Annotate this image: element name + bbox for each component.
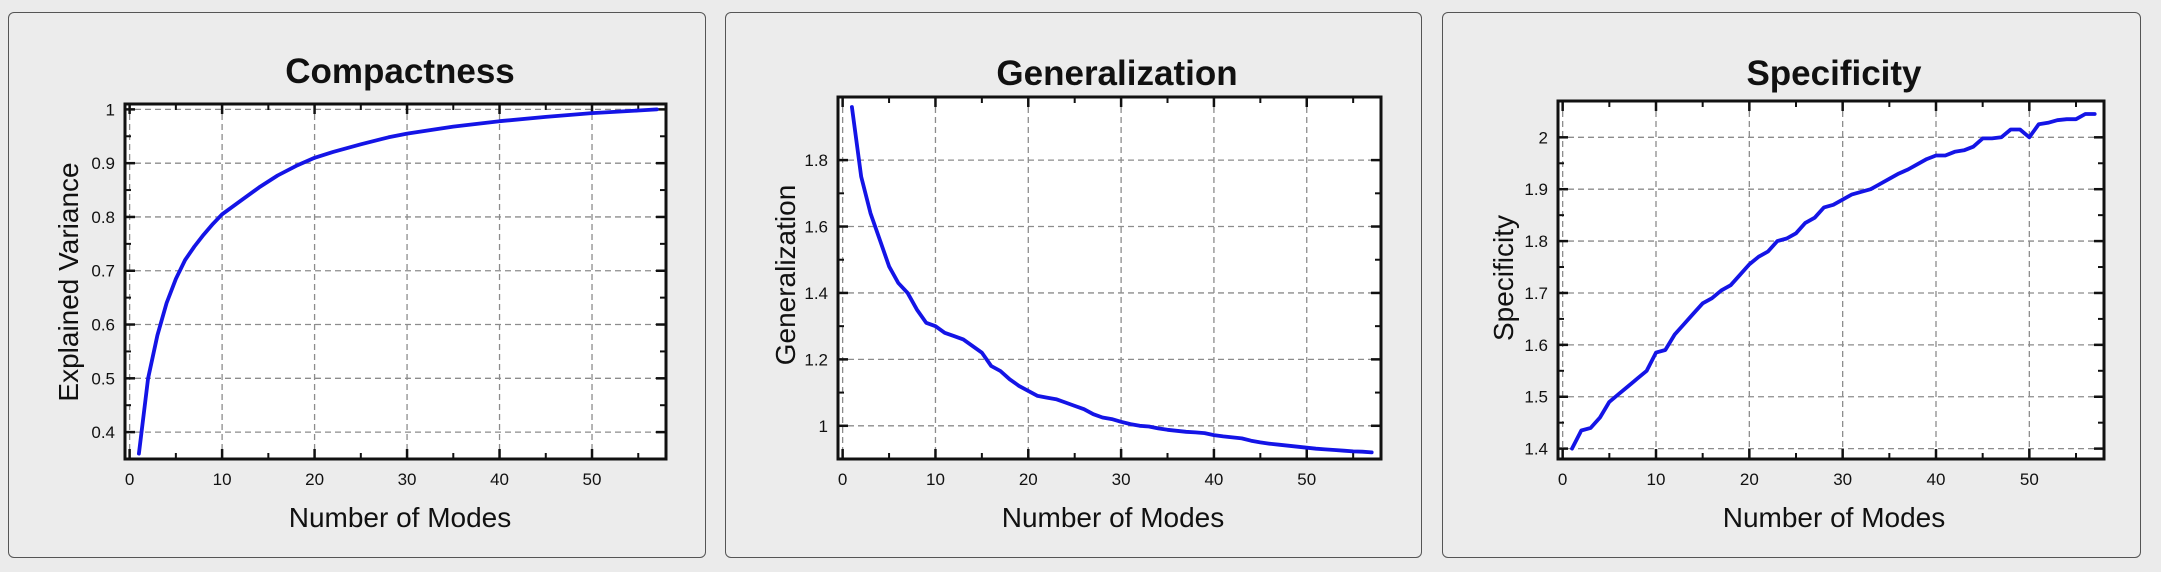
x-tick-label: 10 — [213, 470, 232, 489]
grid-lines — [1558, 101, 2104, 459]
y-axis-label: Generalization — [770, 185, 801, 366]
x-axis-label: Number of Modes — [1002, 502, 1225, 533]
series-line — [1570, 112, 2097, 451]
axis-ticks: 0 10 20 30 40 50 0.4 0.5 0.6 0.7 0.8 0.9 1 — [91, 100, 666, 489]
y-tick-label: 0.8 — [91, 208, 115, 227]
y-tick-label: 1.8 — [1524, 232, 1548, 251]
x-tick-label: 50 — [1297, 470, 1316, 489]
y-tick-label: 1 — [819, 417, 828, 436]
plot-area — [1558, 101, 2104, 459]
x-tick-label: 10 — [926, 470, 945, 489]
y-tick-label: 1.2 — [804, 350, 828, 369]
y-tick-label: 1.4 — [804, 284, 828, 303]
grid-lines — [838, 97, 1381, 459]
x-tick-label: 30 — [398, 470, 417, 489]
series-line — [136, 107, 659, 456]
x-tick-label: 40 — [1204, 470, 1223, 489]
series-group — [136, 107, 659, 456]
plot-frame — [1556, 99, 2106, 461]
y-tick-label: 1.9 — [1524, 180, 1548, 199]
y-tick-label: 1 — [106, 100, 115, 119]
y-tick-label: 0.5 — [91, 369, 115, 388]
series-line — [850, 105, 1374, 455]
y-tick-label: 1.6 — [804, 218, 828, 237]
y-tick-label: 1.4 — [1524, 440, 1548, 459]
x-tick-label: 0 — [1558, 470, 1567, 489]
x-tick-label: 40 — [1927, 470, 1946, 489]
y-tick-label: 1.8 — [804, 151, 828, 170]
y-tick-label: 0.6 — [91, 316, 115, 335]
plot-frame — [836, 95, 1383, 461]
series-group — [1570, 112, 2097, 451]
x-axis-label: Number of Modes — [1723, 502, 1946, 533]
y-tick-label: 1.6 — [1524, 336, 1548, 355]
x-tick-label: 50 — [583, 470, 602, 489]
x-tick-label: 0 — [838, 470, 847, 489]
x-axis-label: Number of Modes — [289, 502, 512, 533]
chart-title: Generalization — [996, 54, 1237, 93]
plot-area — [125, 104, 666, 459]
plot-frame — [123, 102, 668, 461]
y-tick-label: 1.7 — [1524, 284, 1548, 303]
x-tick-label: 20 — [1740, 470, 1759, 489]
x-tick-label: 20 — [305, 470, 324, 489]
x-tick-label: 50 — [2020, 470, 2039, 489]
y-tick-label: 0.9 — [91, 154, 115, 173]
x-tick-label: 0 — [125, 470, 134, 489]
y-axis-label: Explained Variance — [53, 162, 84, 401]
compactness-chart: 0 10 20 30 40 50 0.4 0.5 0.6 0.7 0.8 0.9 1 Compactne… — [53, 52, 668, 533]
x-tick-label: 30 — [1833, 470, 1852, 489]
chart-title: Compactness — [285, 52, 515, 91]
x-tick-label: 10 — [1647, 470, 1666, 489]
axis-ticks: 0 10 20 30 40 50 1.4 1.5 1.6 1.7 1.8 1.9 2 — [1524, 101, 2104, 489]
x-tick-label: 20 — [1019, 470, 1038, 489]
grid-lines — [125, 104, 666, 459]
x-tick-label: 30 — [1112, 470, 1131, 489]
chart-title: Specificity — [1746, 54, 1922, 93]
series-group — [850, 105, 1374, 455]
y-axis-label: Specificity — [1488, 215, 1519, 341]
x-tick-label: 40 — [490, 470, 509, 489]
y-tick-label: 1.5 — [1524, 388, 1548, 407]
y-tick-label: 0.4 — [91, 423, 115, 442]
specificity-chart: 0 10 20 30 40 50 1.4 1.5 1.6 1.7 1.8 1.9 2 Specifici… — [1488, 54, 2106, 533]
y-tick-label: 2 — [1539, 128, 1548, 147]
plot-area — [838, 97, 1381, 459]
axis-ticks: 0 10 20 30 40 50 1 1.2 1.4 1.6 1.8 — [804, 97, 1381, 489]
y-tick-label: 0.7 — [91, 262, 115, 281]
